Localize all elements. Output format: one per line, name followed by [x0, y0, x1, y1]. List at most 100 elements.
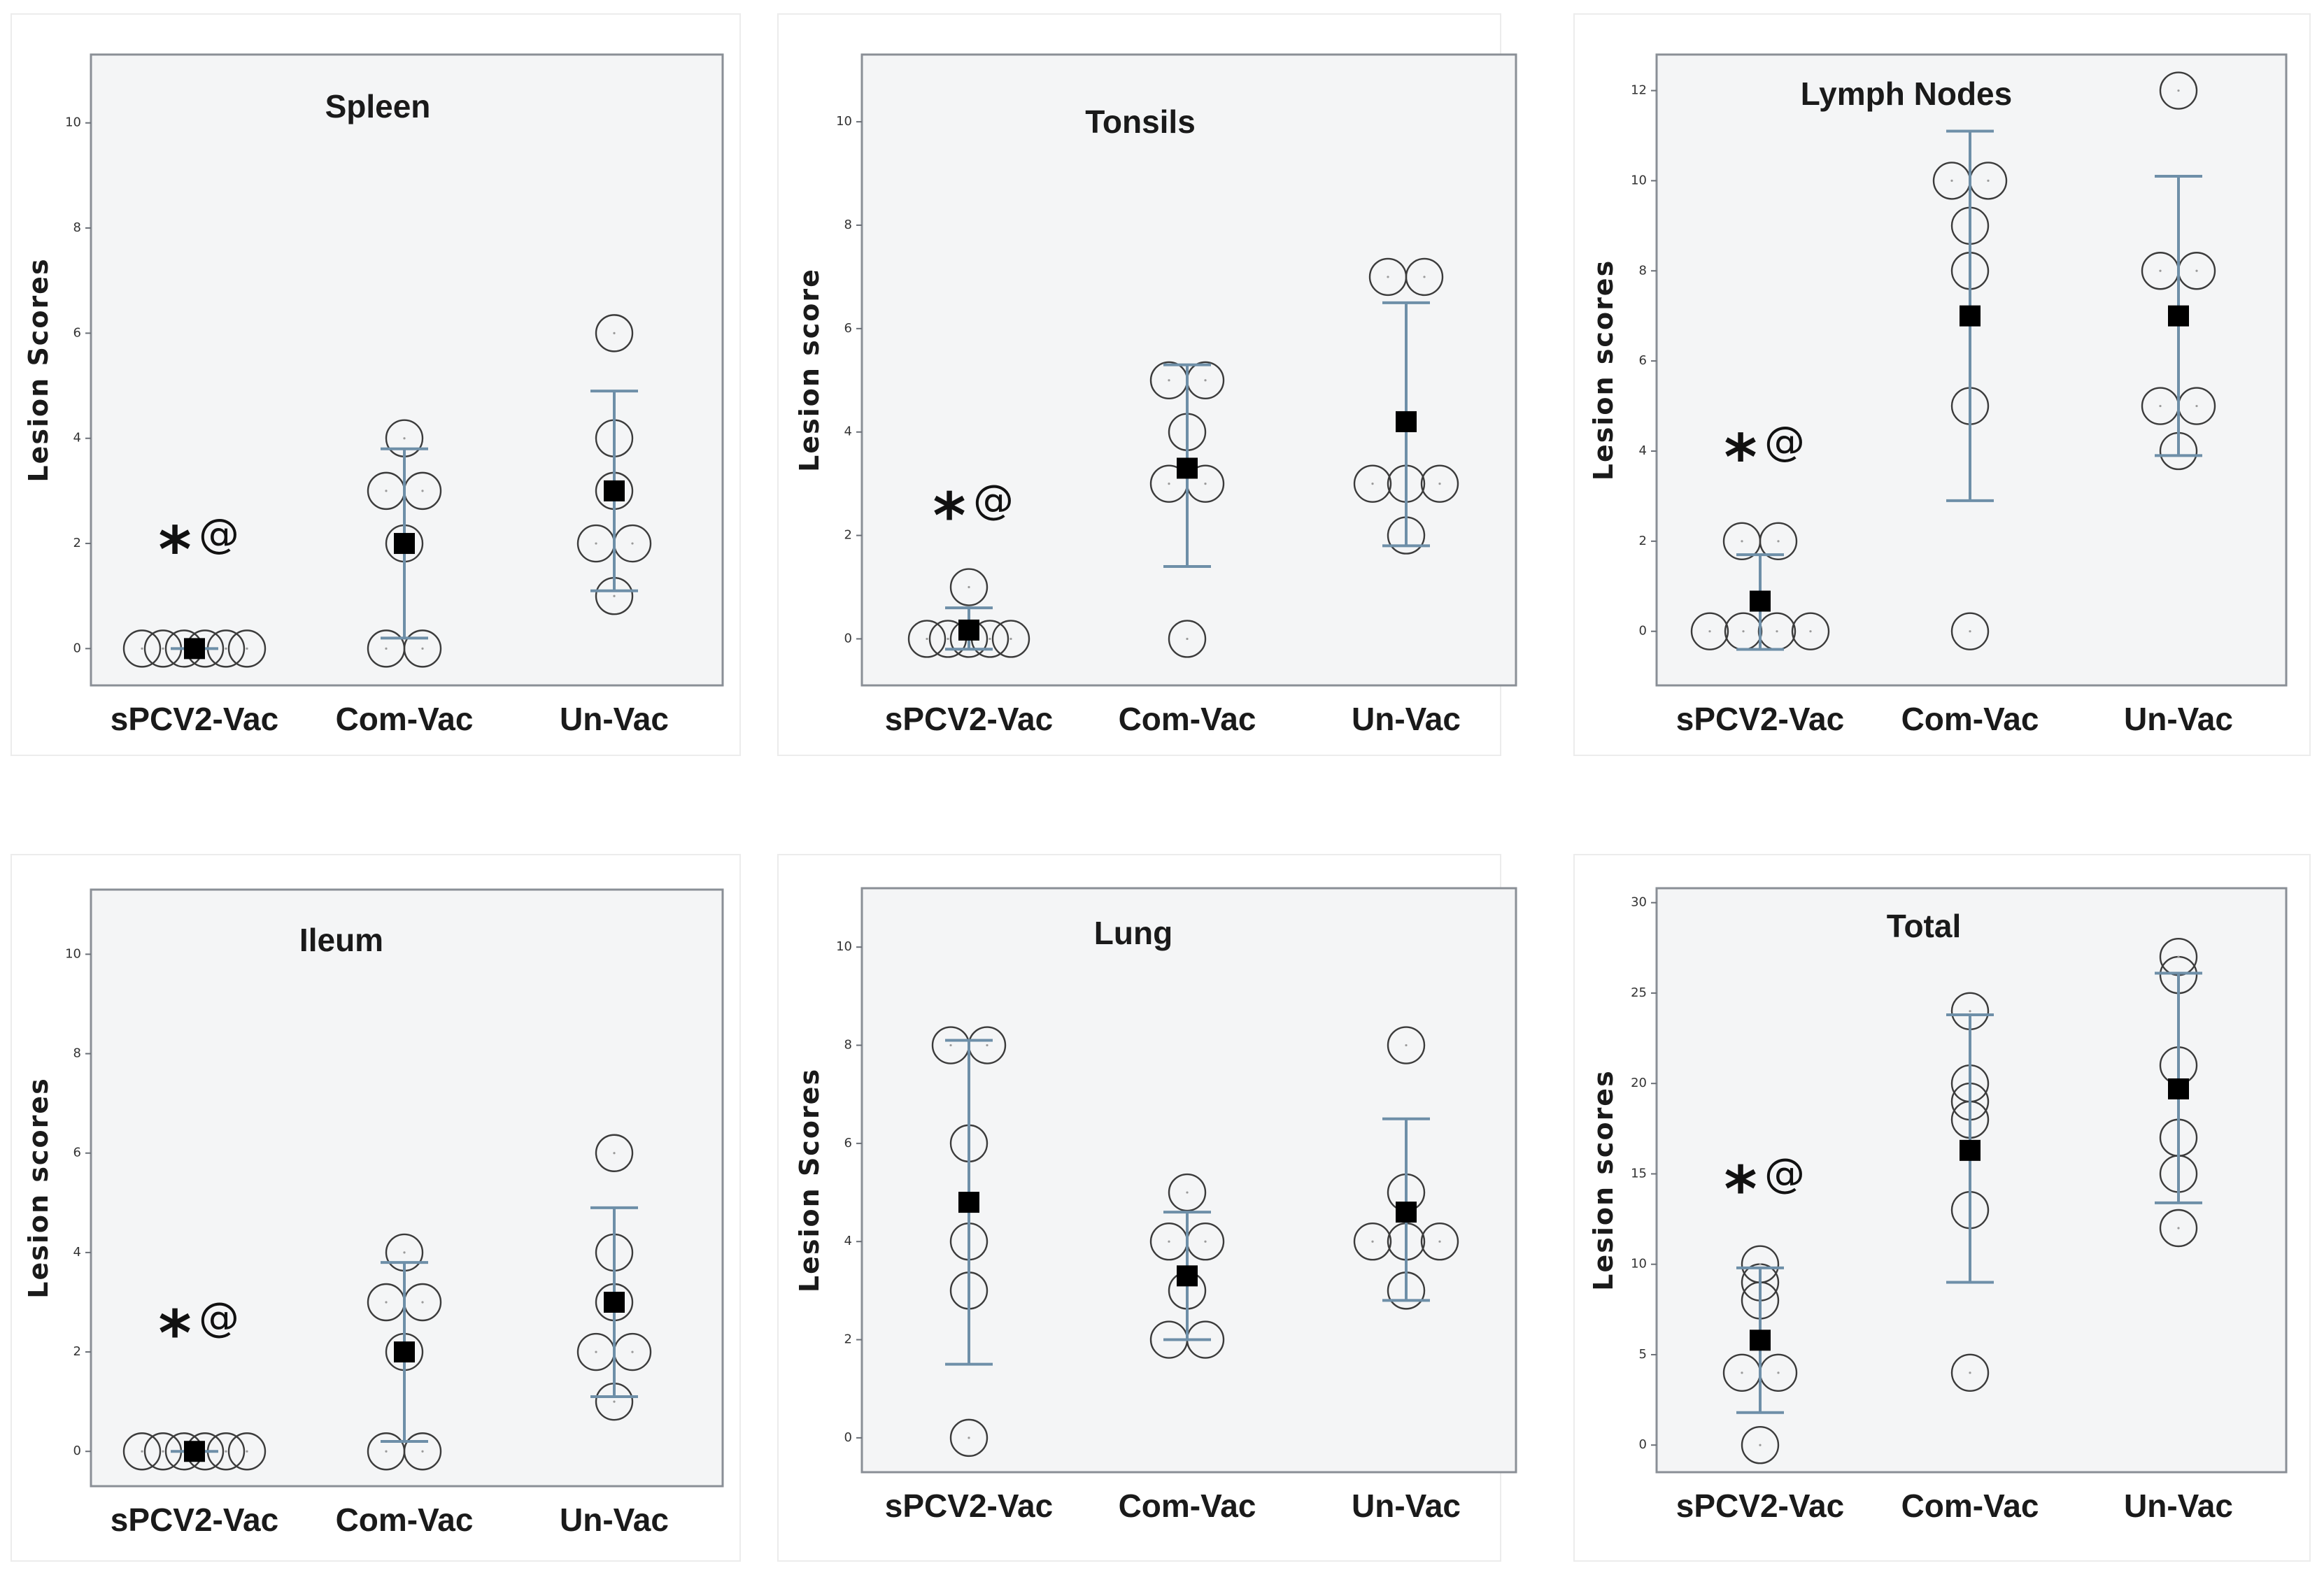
y-tick-label: 8 [73, 1046, 81, 1061]
data-point-center [1742, 630, 1745, 633]
data-point-center [968, 1437, 970, 1439]
data-point-center [2195, 404, 2198, 408]
data-point-center [225, 1450, 227, 1453]
data-point-center [162, 647, 164, 650]
y-tick-label: 0 [844, 1430, 852, 1445]
data-point-center [162, 1450, 164, 1453]
x-category-label: sPCV2-Vac [111, 701, 278, 737]
data-point [1791, 612, 1830, 650]
plot-area [860, 53, 1517, 687]
y-tick-label: 6 [844, 321, 852, 336]
data-point-center [2159, 269, 2162, 272]
x-category-label: sPCV2-Vac [885, 1488, 1053, 1524]
data-point-center [225, 647, 227, 650]
data-point-center [613, 1152, 616, 1155]
panel-title: Tonsils [1085, 104, 1196, 140]
data-point-center [1969, 1371, 1971, 1374]
y-axis-label: Lesion score [794, 268, 825, 472]
data-point-center [1708, 630, 1711, 633]
x-category-label: Un-Vac [560, 701, 669, 737]
y-tick-label: 0 [73, 641, 81, 655]
data-point [122, 629, 162, 668]
data-point-center [1168, 1240, 1170, 1243]
mean-marker [2168, 305, 2189, 327]
x-category-label: Com-Vac [336, 701, 474, 737]
panel-spleen: 0 2 4 6 8 10 Lesion Scores Spleen sPCV2-Vac Com-V… [10, 13, 741, 756]
data-point [1950, 612, 1990, 650]
y-tick-label: 10 [1631, 1257, 1647, 1271]
y-axis-label: Lesion scores [1588, 259, 1619, 480]
panel-total: 0 5 10 15 20 25 30 Lesion scores Total sPCV2-Vac C… [1573, 854, 2311, 1562]
series-un-vac [576, 1134, 652, 1421]
x-category-label: Com-Vac [1119, 1488, 1256, 1524]
data-point-center [1405, 1043, 1408, 1047]
data-point-center [246, 1450, 248, 1453]
data-point-center [1950, 179, 1953, 182]
data-point-center [1186, 1191, 1189, 1194]
data-point-center [421, 490, 424, 492]
data-point [595, 1134, 634, 1172]
data-point-center [613, 594, 616, 597]
x-category-label: Un-Vac [1352, 701, 1461, 737]
x-category-label: Com-Vac [336, 1502, 474, 1538]
mean-marker [604, 1291, 625, 1313]
x-category-label: sPCV2-Vac [111, 1502, 278, 1538]
data-point-center [141, 1450, 143, 1453]
x-category-label: Com-Vac [1901, 1488, 2039, 1524]
plot-area [90, 53, 724, 687]
data-point-center [613, 332, 616, 334]
data-point [949, 568, 989, 606]
mean-marker [604, 480, 625, 501]
y-tick-label: 6 [73, 325, 81, 340]
data-point [403, 629, 442, 668]
series-com-vac [1149, 1173, 1225, 1359]
data-point-center [421, 1450, 424, 1453]
data-point-center [631, 542, 634, 545]
data-point-center [1204, 379, 1207, 382]
series-un-vac [2141, 71, 2216, 471]
data-point [1353, 1223, 1392, 1261]
data-point [1405, 257, 1444, 297]
data-point-center [2159, 404, 2162, 408]
data-point-center [2177, 955, 2180, 958]
x-category-label: sPCV2-Vac [1676, 701, 1844, 737]
data-point [122, 1432, 162, 1471]
y-tick-label: 6 [73, 1146, 81, 1160]
panel-title: Lymph Nodes [1801, 76, 2012, 112]
data-point-center [631, 1350, 634, 1353]
y-tick-label: 2 [73, 1344, 81, 1359]
data-point-center [385, 1450, 388, 1453]
significance-at: @ [973, 476, 1014, 524]
y-tick-label: 30 [1631, 895, 1647, 910]
mean-marker [2168, 1078, 2189, 1099]
significance-at: @ [199, 1294, 239, 1341]
significance-at: @ [1764, 418, 1805, 465]
data-point [2159, 71, 2198, 110]
data-point-center [1809, 630, 1812, 633]
y-tick-label: 6 [1639, 353, 1647, 368]
significance-star: * [1724, 421, 1757, 494]
data-point [595, 314, 634, 352]
data-point-center [421, 1301, 424, 1304]
y-tick-label: 0 [1639, 624, 1647, 639]
data-point-center [246, 647, 248, 650]
data-point-center [1776, 630, 1778, 633]
data-point-center [1438, 483, 1441, 485]
data-point-center [1168, 483, 1170, 485]
y-tick-label: 12 [1631, 83, 1647, 98]
significance-star: * [933, 480, 965, 553]
data-point-center [1777, 540, 1780, 543]
data-point-center [2177, 89, 2180, 92]
data-point-center [421, 647, 424, 650]
x-category-label: sPCV2-Vac [1676, 1488, 1844, 1524]
panel-title: Ileum [299, 922, 383, 958]
y-tick-label: 4 [1639, 443, 1647, 458]
mean-marker [1396, 411, 1417, 432]
y-tick-label: 10 [65, 946, 81, 961]
y-axis-label: Lesion Scores [23, 257, 54, 482]
y-tick-label: 2 [1639, 534, 1647, 548]
data-point-center [385, 647, 388, 650]
data-point-center [1759, 1444, 1762, 1446]
y-tick-label: 4 [73, 1245, 81, 1260]
